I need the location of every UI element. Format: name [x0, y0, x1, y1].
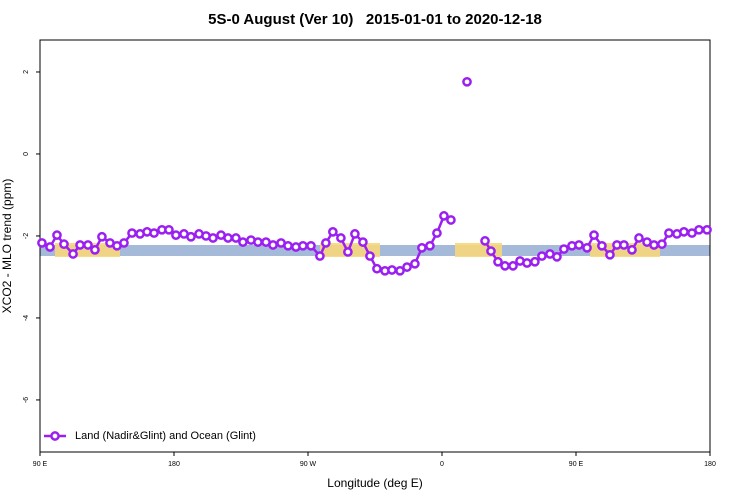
point [582, 242, 592, 253]
point [574, 240, 584, 250]
point [45, 242, 55, 252]
point [480, 236, 490, 246]
point [402, 262, 412, 272]
point [268, 240, 278, 250]
point [90, 245, 100, 255]
point [597, 240, 607, 251]
point [253, 237, 263, 247]
point [119, 238, 129, 248]
y-tick-label: 0 [23, 152, 30, 156]
y-axis-label: XCO2 - MLO trend (ppm) [0, 179, 14, 314]
point [500, 261, 510, 271]
point [619, 240, 629, 250]
point [395, 265, 405, 276]
point [372, 263, 382, 274]
point [343, 247, 353, 257]
point [97, 231, 107, 242]
point [350, 229, 360, 239]
point [410, 258, 420, 269]
point [328, 227, 338, 237]
point [315, 251, 325, 261]
point [694, 224, 704, 235]
point [75, 240, 85, 250]
point [186, 231, 196, 242]
y-tick-label: -6 [23, 397, 30, 403]
point [425, 240, 435, 251]
point [59, 239, 69, 250]
point [432, 228, 442, 238]
legend-label: Land (Nadir&Glint) and Ocean (Glint) [75, 430, 256, 442]
point [493, 256, 503, 267]
x-tick-label: 90 E [33, 461, 48, 468]
y-tick-label: -4 [23, 315, 30, 321]
point [657, 239, 667, 250]
legend-marker [50, 431, 60, 441]
point [238, 237, 248, 247]
point [298, 240, 308, 251]
point [649, 240, 659, 250]
point [283, 240, 293, 251]
point [537, 251, 547, 261]
point [37, 238, 47, 248]
point [446, 215, 456, 225]
y-tick-label: -2 [23, 233, 30, 239]
point [68, 249, 78, 259]
point [664, 228, 674, 238]
point [83, 240, 93, 250]
point [417, 242, 427, 253]
x-tick-label: 180 [168, 461, 180, 468]
point [486, 246, 496, 256]
x-tick-label: 0 [440, 461, 444, 468]
x-tick-label: 180 [704, 461, 716, 468]
point [358, 237, 368, 247]
x-tick-label: 90 E [569, 461, 584, 468]
point [679, 227, 689, 237]
point [387, 265, 397, 275]
legend: Land (Nadir&Glint) and Ocean (Glint) [44, 430, 256, 442]
point [522, 258, 532, 268]
y-tick-label: 2 [23, 70, 30, 74]
point [605, 249, 615, 260]
point [164, 224, 174, 235]
point [702, 224, 712, 235]
chart-title: 5S-0 August (Ver 10) 2015-01-01 to 2020-… [208, 11, 542, 28]
x-axis-label: Longitude (deg E) [327, 476, 422, 490]
point [365, 251, 375, 261]
point [552, 252, 562, 262]
point [462, 76, 472, 87]
point [208, 233, 218, 243]
point [439, 211, 449, 221]
point [171, 230, 181, 240]
point [223, 233, 233, 243]
point [149, 228, 159, 238]
point [634, 233, 644, 243]
point [231, 233, 241, 243]
point [627, 245, 637, 255]
point [321, 238, 331, 248]
point [52, 230, 62, 240]
point [127, 228, 137, 238]
point [336, 233, 346, 243]
point [306, 240, 316, 251]
x-tick-label: 90 W [300, 461, 317, 468]
point [508, 261, 518, 271]
point [559, 244, 569, 254]
point [530, 256, 540, 267]
point [589, 230, 599, 240]
